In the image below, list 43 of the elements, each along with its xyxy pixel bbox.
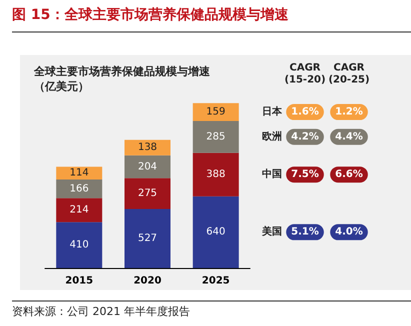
data-label: 204	[138, 161, 158, 172]
bar	[56, 198, 102, 222]
legend-label: 日本	[262, 106, 283, 118]
bar	[124, 155, 170, 178]
data-label: 640	[206, 226, 226, 238]
data-label: 159	[206, 106, 226, 118]
x-tick-label: 2020	[134, 276, 162, 286]
bar	[192, 103, 239, 121]
text: 1.6%	[291, 106, 319, 118]
bar	[124, 140, 170, 156]
data-label: 138	[138, 142, 158, 154]
bar	[124, 208, 170, 268]
legend-label: 美国	[261, 226, 282, 238]
bar	[124, 178, 170, 209]
text: 7.5%	[291, 169, 319, 180]
data-label: 114	[70, 168, 89, 179]
text: 4.0%	[335, 226, 363, 238]
x-tick-label: 2025	[202, 276, 230, 286]
bar	[56, 180, 102, 198]
legend-label: 欧洲	[262, 130, 282, 142]
bar	[192, 120, 239, 153]
bar	[56, 222, 102, 268]
text: 4.2%	[291, 131, 319, 142]
text: 4.4%	[335, 131, 363, 142]
data-label: 527	[138, 232, 158, 244]
text: CAGR (15-20)	[284, 62, 326, 86]
legend-label: 中国	[262, 168, 282, 180]
data-label: 410	[70, 240, 89, 251]
text: 资料来源：公司 2021 年半年度报告	[12, 305, 190, 318]
text: CAGR (20-25)	[328, 62, 370, 86]
chart-title: 图 15：全球主要市场营养保健品规模与增速	[12, 6, 290, 23]
text: 6.6%	[335, 169, 363, 180]
data-label: 275	[138, 188, 158, 200]
chart-subtitle: 全球主要市场营养保健品规模与增速（亿美元）	[33, 65, 211, 93]
data-label: 166	[70, 183, 89, 194]
data-label: 285	[206, 131, 226, 142]
x-tick-label: 2015	[65, 276, 94, 286]
data-label: 388	[206, 169, 226, 180]
text: 5.1%	[291, 226, 319, 238]
bar	[192, 196, 239, 268]
data-label: 214	[70, 204, 89, 216]
bar	[192, 152, 239, 196]
text: 1.2%	[335, 106, 363, 118]
